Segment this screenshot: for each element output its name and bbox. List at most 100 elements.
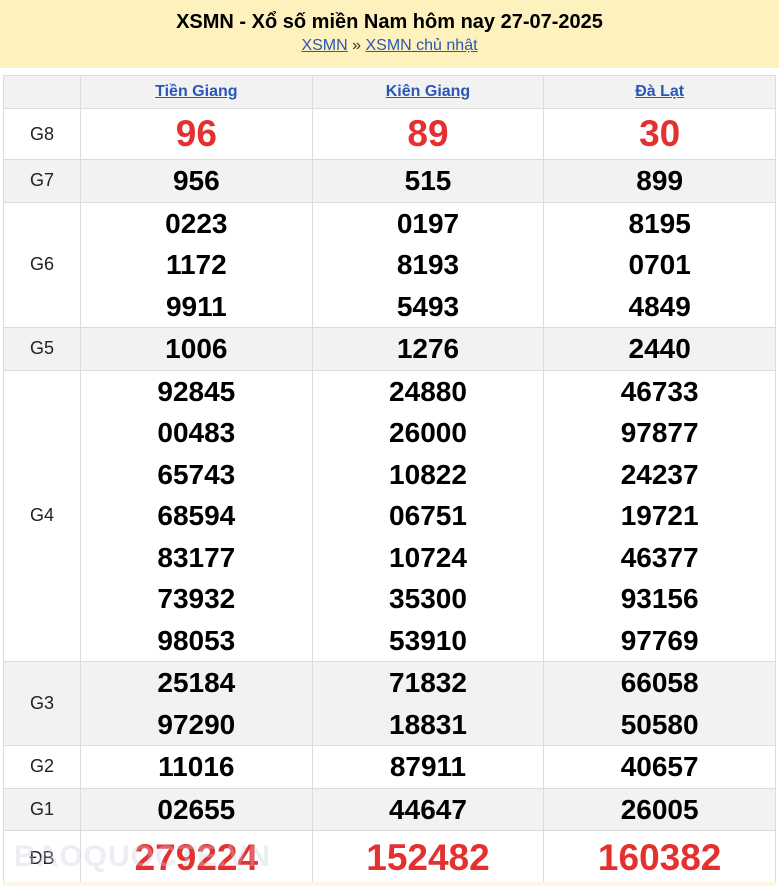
prize-row-g6: G6 0223 1172 9911 0197 8193 5493 8195 0701 4849: [3, 201, 776, 328]
result-cell: 279224: [80, 830, 313, 886]
result-number: 24237: [620, 458, 699, 490]
result-number: 66058: [620, 667, 699, 698]
result-cell: 89: [311, 108, 545, 160]
result-number: 98053: [157, 624, 236, 656]
page-header: XSMN - Xổ số miền Nam hôm nay 27-07-2025…: [0, 0, 779, 68]
result-number: 8195: [628, 207, 691, 239]
prize-row-g8: G8 96 89 30: [3, 108, 776, 160]
result-cell: 40657: [543, 745, 776, 789]
breadcrumb-xsmn[interactable]: XSMN: [301, 37, 348, 54]
result-number: 40657: [620, 751, 699, 782]
result-number: 1172: [165, 249, 227, 280]
result-number: 92845: [157, 375, 236, 407]
result-cell: 96: [80, 108, 313, 160]
result-cell: 71832 18831: [311, 661, 545, 746]
result-cell: 44647: [311, 787, 545, 831]
result-cell: 8195 0701 4849: [543, 201, 776, 328]
results-table: Tiền Giang Kiên Giang Đà Lạt G8 96 89 30 G7 9…: [3, 75, 776, 886]
prize-label: G5: [3, 327, 81, 371]
prize-label: G7: [3, 159, 81, 203]
result-number: 1276: [396, 333, 460, 364]
table-header-row: Tiền Giang Kiên Giang Đà Lạt: [3, 75, 776, 109]
result-number: 35300: [389, 583, 467, 614]
result-cell: 26005: [543, 787, 776, 831]
result-number: 87911: [389, 751, 467, 782]
prize-row-đb: ĐB 279224 152482 160382: [3, 830, 776, 886]
footer-strip: [3, 882, 776, 886]
result-number: 10724: [389, 541, 467, 573]
result-cell: 0223 1172 9911: [80, 201, 313, 328]
prize-row-g5: G5 1006 1276 2440: [3, 327, 776, 371]
result-cell: 1276: [311, 327, 545, 371]
breadcrumb-xsmn-sunday[interactable]: XSMN chủ nhật: [365, 37, 478, 54]
result-number: 18831: [389, 708, 467, 740]
prize-label: ĐB: [3, 830, 81, 886]
header-blank: [3, 75, 81, 109]
result-number: 24880: [389, 375, 467, 407]
result-cell: 152482: [311, 830, 545, 886]
result-cell: 899: [543, 159, 776, 203]
result-number: 4849: [628, 290, 691, 322]
page-title: XSMN - Xổ số miền Nam hôm nay 27-07-2025: [176, 11, 603, 33]
prize-label: G6: [3, 201, 81, 328]
result-cell: 1006: [80, 327, 313, 371]
result-cell: 92845 00483 65743 68594 83177 73932 98053: [80, 369, 313, 662]
result-cell: 46733 97877 24237 19721 46377 93156 97769: [543, 369, 776, 662]
result-cell: 66058 50580: [543, 661, 776, 746]
result-number: 26005: [620, 793, 699, 825]
breadcrumb-separator: »: [352, 37, 362, 54]
prize-label: G1: [3, 787, 81, 831]
result-number: 11016: [158, 751, 235, 782]
result-number: 02655: [157, 793, 236, 825]
result-cell: 02655: [80, 787, 313, 831]
result-number: 83177: [157, 541, 236, 573]
result-number: 2440: [628, 333, 691, 364]
result-number: 19721: [620, 500, 699, 531]
prize-row-g3: G3 25184 97290 71832 18831 66058 50580: [3, 661, 776, 746]
province-link-kien-giang[interactable]: Kiên Giang: [385, 83, 471, 100]
result-number: 956: [172, 165, 220, 196]
result-number: 8193: [396, 249, 460, 280]
province-link-tien-giang[interactable]: Tiền Giang: [155, 83, 238, 100]
result-number: 00483: [157, 417, 236, 448]
result-number: 46733: [620, 375, 699, 407]
result-number: 0197: [396, 207, 460, 239]
prize-label: G4: [3, 369, 81, 662]
result-number: 30: [639, 113, 681, 154]
province-header: Đà Lạt: [543, 75, 776, 109]
prize-label: G3: [3, 661, 81, 746]
result-number: 10822: [389, 458, 467, 490]
result-number: 515: [404, 165, 452, 196]
result-number: 97769: [620, 624, 699, 656]
result-number: 68594: [157, 500, 236, 531]
result-number: 89: [407, 113, 449, 154]
result-number: 26000: [389, 417, 467, 448]
result-number: 97290: [157, 708, 236, 740]
result-cell: 0197 8193 5493: [311, 201, 545, 328]
result-number: 44647: [389, 793, 467, 825]
result-number: 0223: [165, 207, 228, 239]
result-cell: 11016: [80, 745, 313, 789]
result-number: 96: [175, 113, 217, 154]
province-link-da-lat[interactable]: Đà Lạt: [635, 83, 685, 100]
result-number: 65743: [157, 458, 236, 490]
result-cell: 25184 97290: [80, 661, 313, 746]
result-number: 50580: [620, 708, 699, 740]
result-number: 97877: [620, 417, 699, 448]
breadcrumb: XSMN » XSMN chủ nhật: [0, 36, 779, 56]
result-cell: 2440: [543, 327, 776, 371]
result-number: 25184: [157, 667, 236, 698]
province-header: Kiên Giang: [311, 75, 545, 109]
result-cell: 30: [543, 108, 776, 160]
prize-row-g7: G7 956 515 899: [3, 159, 776, 203]
result-number: 5493: [396, 290, 460, 322]
result-cell: 515: [311, 159, 545, 203]
result-cell: 24880 26000 10822 06751 10724 35300 53910: [311, 369, 545, 662]
result-number: 1006: [165, 333, 228, 364]
result-number: 9911: [165, 290, 227, 322]
prize-row-g1: G1 02655 44647 26005: [3, 787, 776, 831]
prize-label: G2: [3, 745, 81, 789]
province-header: Tiền Giang: [80, 75, 313, 109]
result-number: 53910: [389, 624, 467, 656]
result-number: 279224: [134, 837, 259, 878]
